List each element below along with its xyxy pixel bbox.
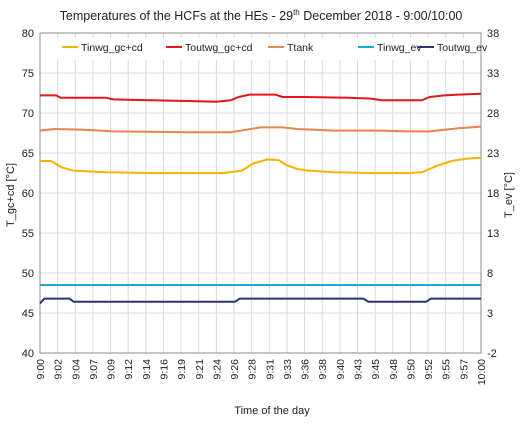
chart-title-rest: December 2018 - 9:00/10:00	[300, 9, 463, 23]
x-tick-label: 9:12	[123, 359, 135, 380]
chart-title: Temperatures of the HCFs at the HEs - 29…	[60, 8, 463, 23]
right-tick-label: -2	[487, 348, 497, 360]
left-tick-label: 60	[22, 188, 34, 200]
left-tick-label: 50	[22, 268, 34, 280]
x-tick-label: 9:40	[335, 359, 347, 380]
legend-label: Ttank	[287, 42, 314, 54]
left-tick-label: 75	[22, 68, 34, 80]
series-line-ttank	[39, 125, 482, 134]
x-axis-label: Time of the day	[234, 405, 310, 417]
left-axis-label: T_gc+cd [°C]	[5, 163, 17, 227]
left-tick-label: 40	[22, 348, 34, 360]
legend: Tinwg_gc+cd Toutwg_gc+cd Ttank Tinwg_ev Tout…	[56, 38, 488, 60]
x-tick-label: 9:21	[194, 359, 206, 380]
x-tick-label: 10:00	[476, 359, 488, 385]
x-tick-label: 9:50	[405, 359, 417, 380]
left-tick-label: 55	[22, 228, 34, 240]
x-tick-label: 9:43	[353, 359, 365, 380]
right-tick-label: 33	[487, 68, 499, 80]
x-tick-label: 9:48	[388, 359, 400, 380]
plot-border	[39, 32, 482, 354]
x-tick-label: 9:33	[282, 359, 294, 380]
x-tick-label: 9:04	[70, 359, 82, 380]
x-tick-label: 9:26	[229, 359, 241, 380]
left-tick-label: 65	[22, 148, 34, 160]
x-tick-label: 9:00	[35, 359, 47, 380]
right-tick-label: 28	[487, 108, 499, 120]
right-tick-label: 3	[487, 308, 493, 320]
right-tick-label: 18	[487, 188, 499, 200]
left-axis-ticks: 40 45 50 55 60 65 70 75 80	[22, 28, 34, 360]
x-tick-label: 9:55	[441, 359, 453, 380]
x-tick-label: 9:45	[370, 359, 382, 380]
right-tick-label: 38	[487, 28, 499, 40]
legend-label: Tinwg_gc+cd	[81, 42, 143, 54]
series-line-toutwg-gc-cd	[40, 92, 482, 103]
legend-label: Tinwg_ev	[377, 42, 422, 54]
x-tick-label: 9:14	[141, 359, 153, 380]
left-tick-label: 45	[22, 308, 34, 320]
x-tick-label: 9:52	[423, 359, 435, 380]
plot-frame	[39, 32, 482, 354]
right-tick-label: 8	[487, 268, 493, 280]
x-tick-label: 9:28	[247, 359, 259, 380]
series-line-toutwg-ev	[39, 297, 481, 305]
x-tick-label: 9:02	[53, 359, 65, 380]
right-tick-label: 13	[487, 228, 499, 240]
right-axis-label: T_ev [°C]	[503, 172, 515, 218]
series-lines	[39, 92, 482, 305]
x-tick-label: 9:38	[317, 359, 329, 380]
legend-label: Toutwg_ev	[437, 42, 488, 54]
x-tick-label: 9:36	[300, 359, 312, 380]
x-axis-ticks: 9:00 9:02 9:04 9:07 9:09 9:12 9:14 9:16 9:19 9:21…	[35, 359, 488, 385]
x-tick-label: 9:31	[264, 359, 276, 380]
left-tick-label: 70	[22, 108, 34, 120]
series-line-tinwg-gc-cd	[40, 156, 482, 174]
grid	[39, 32, 482, 354]
chart-title-main: Temperatures of the HCFs at the HEs - 29	[60, 9, 293, 23]
x-tick-label: 9:09	[106, 359, 118, 380]
x-tick-label: 9:57	[458, 359, 470, 380]
left-tick-label: 80	[22, 28, 34, 40]
x-tick-label: 9:16	[158, 359, 170, 380]
x-tick-label: 9:24	[211, 359, 223, 380]
chart-title-superscript: th	[293, 8, 300, 17]
right-tick-label: 23	[487, 148, 499, 160]
x-tick-label: 9:07	[88, 359, 100, 380]
legend-box	[56, 38, 478, 60]
x-tick-label: 9:19	[176, 359, 188, 380]
legend-label: Toutwg_gc+cd	[185, 42, 253, 54]
